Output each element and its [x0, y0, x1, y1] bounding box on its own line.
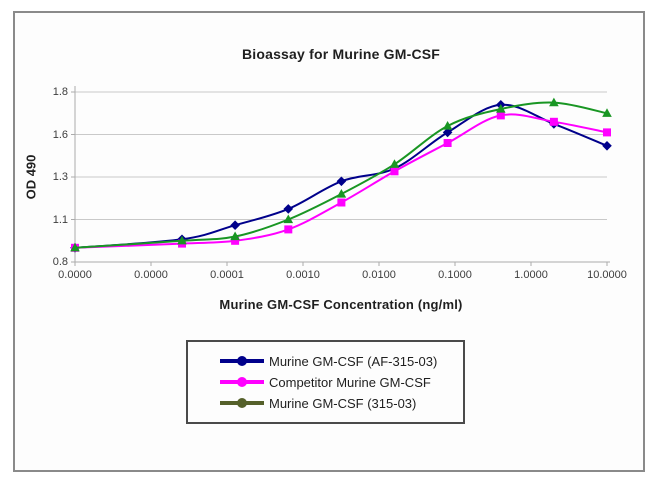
diamond-marker-icon: [336, 176, 347, 187]
legend-item-label: Murine GM-CSF (AF-315-03): [269, 353, 438, 369]
triangle-marker-icon: [496, 104, 506, 113]
series-line: [74, 113, 608, 249]
legend-item: Murine GM-CSF (315-03): [220, 393, 463, 414]
legend-item-label: Competitor Murine GM-CSF: [269, 374, 431, 390]
legend-dot-icon: [237, 377, 247, 387]
x-tick-label: 0.0001: [210, 269, 244, 281]
triangle-marker-icon: [177, 235, 187, 245]
legend: Murine GM-CSF (AF-315-03) Competitor Muri…: [186, 340, 465, 424]
diamond-marker-icon: [602, 141, 612, 151]
x-tick-label: 0.0000: [58, 269, 92, 281]
x-tick-label: 0.1000: [438, 269, 472, 281]
triangle-marker-icon: [230, 231, 240, 241]
triangle-marker-icon: [549, 97, 559, 107]
square-marker-icon: [390, 167, 399, 176]
square-marker-icon: [603, 128, 611, 137]
square-marker-icon: [443, 139, 452, 147]
chart-title: Bioassay for Murine GM-CSF: [241, 46, 441, 62]
y-tick-label: 1.3: [52, 171, 68, 183]
legend-line-marker-icon: [220, 356, 264, 366]
x-tick-label: 0.0000: [134, 269, 168, 281]
x-tick-label: 1.0000: [514, 269, 548, 281]
square-marker-icon: [496, 111, 505, 120]
x-tick-label: 0.0100: [362, 269, 396, 281]
series-line: [74, 101, 608, 249]
y-tick-label: 0.8: [52, 256, 68, 268]
triangle-marker-icon: [389, 159, 400, 168]
square-marker-icon: [549, 117, 558, 126]
legend-dot-icon: [237, 356, 247, 366]
x-axis-title: Murine GM-CSF Concentration (ng/ml): [219, 297, 463, 312]
series-line: [74, 103, 608, 249]
triangle-marker-icon: [283, 214, 294, 224]
triangle-marker-icon: [602, 108, 612, 117]
legend-dot-icon: [237, 398, 247, 408]
legend-line-marker-icon: [220, 377, 264, 387]
y-tick-label: 1.1: [52, 213, 68, 226]
x-tick-label: 0.0010: [286, 269, 320, 281]
square-marker-icon: [337, 198, 346, 207]
diamond-marker-icon: [230, 220, 240, 230]
y-tick-label: 1.8: [52, 86, 68, 98]
legend-item: Competitor Murine GM-CSF: [220, 372, 463, 393]
square-marker-icon: [231, 236, 240, 245]
square-marker-icon: [284, 225, 293, 234]
diamond-marker-icon: [442, 127, 453, 138]
y-tick-label: 1.6: [52, 128, 68, 141]
triangle-marker-icon: [442, 121, 453, 130]
legend-item: Murine GM-CSF (AF-315-03): [220, 351, 463, 372]
diamond-marker-icon: [283, 204, 294, 214]
legend-item-label: Murine GM-CSF (315-03): [269, 395, 417, 411]
triangle-marker-icon: [70, 242, 80, 252]
triangle-marker-icon: [336, 189, 347, 198]
legend-line-marker-icon: [220, 398, 264, 408]
x-tick-label: 10.0000: [587, 269, 627, 281]
